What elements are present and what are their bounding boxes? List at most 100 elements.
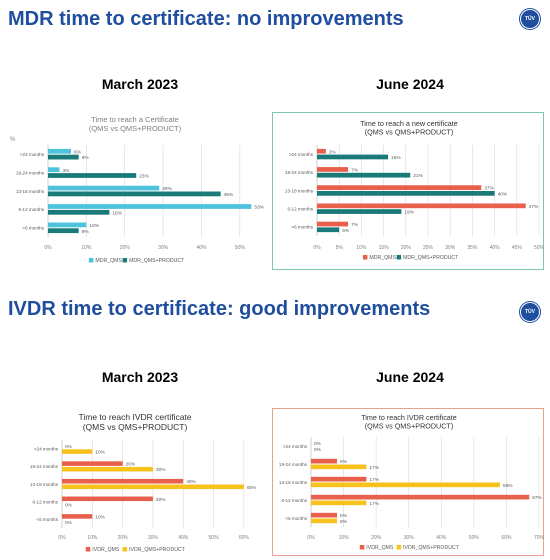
category-label: <6 months — [291, 225, 313, 230]
bar — [311, 464, 367, 470]
x-tick-label: 40% — [178, 535, 189, 541]
bar — [317, 148, 326, 154]
x-tick-label: 15% — [379, 245, 390, 251]
category-label: 19-24 months — [16, 170, 45, 175]
x-tick-label: 20% — [118, 535, 129, 541]
data-label: 21% — [413, 173, 423, 179]
chart-subtitle: (QMS vs QMS+PRODUCT) — [365, 422, 453, 431]
x-tick-label: 25% — [423, 245, 434, 251]
x-tick-label: 10% — [81, 245, 92, 251]
bar — [317, 191, 495, 196]
legend-swatch — [122, 258, 128, 263]
bar — [62, 478, 184, 484]
legend-label: MDR_QMS+PRODUCT — [403, 255, 459, 261]
chart-svg: Time to reach a Certificate(QMS vs QMS+P… — [10, 115, 265, 264]
data-label: 8% — [82, 229, 90, 235]
mdr-2024-chart: Time to reach a new certificate (QMS vs Q… — [272, 112, 545, 270]
bar — [48, 185, 160, 191]
x-tick-label: 0% — [58, 535, 66, 541]
ivdr-2023-chart: Time to reach IVDR certificate (QMS vs QM… — [4, 408, 266, 556]
legend-label: IVDR_QMS+PRODUCT — [403, 545, 460, 551]
x-tick-label: 20% — [401, 245, 412, 251]
bar — [317, 154, 389, 160]
data-label: 10% — [95, 450, 105, 456]
data-label: 30% — [156, 497, 166, 503]
category-label: 13-18 months — [279, 480, 308, 485]
bar — [62, 484, 244, 490]
data-label: 7% — [351, 222, 359, 228]
data-label: 0% — [65, 502, 73, 508]
mdr-section-title: MDR time to certificate: no improvements — [8, 8, 404, 30]
x-tick-label: 10% — [356, 245, 367, 251]
bar — [311, 482, 500, 488]
data-label: 0% — [314, 441, 322, 447]
data-label: 8% — [340, 459, 348, 465]
data-label: 17% — [369, 501, 379, 507]
x-tick-label: 50% — [534, 245, 545, 251]
category-label: 6-12 months — [281, 498, 307, 503]
chart-svg: Time to reach a new certificate(QMS vs Q… — [285, 119, 545, 261]
x-tick-label: 40% — [490, 245, 501, 251]
x-tick-label: 70% — [534, 535, 545, 541]
bar — [311, 512, 338, 518]
legend-swatch — [359, 545, 365, 550]
bar — [48, 154, 79, 160]
x-tick-label: 5% — [336, 245, 344, 251]
legend-label: IVDR_QMS+PRODUCT — [129, 547, 186, 553]
data-label: 8% — [82, 155, 90, 161]
legend-label: MDR_QMS+PRODUCT — [129, 258, 185, 264]
category-label: 19-24 months — [285, 170, 314, 175]
data-label: 8% — [340, 519, 348, 525]
bar — [48, 209, 110, 215]
x-tick-label: 50% — [209, 535, 220, 541]
data-label: 0% — [314, 447, 322, 453]
bar — [317, 203, 526, 209]
data-label: 0% — [65, 444, 73, 450]
category-label: 6-12 months — [32, 499, 58, 504]
legend-label: MDR_QMS — [95, 258, 122, 264]
bar — [317, 185, 482, 190]
x-tick-label: 20% — [371, 535, 382, 541]
bar — [48, 173, 137, 178]
data-label: 58% — [503, 483, 513, 489]
x-tick-label: 10% — [87, 535, 98, 541]
x-tick-label: 60% — [501, 535, 512, 541]
data-label: 40% — [186, 479, 196, 485]
x-tick-label: 40% — [196, 245, 207, 251]
category-label: 13-18 months — [285, 188, 314, 193]
bar — [317, 227, 340, 233]
bar — [62, 496, 153, 502]
bar — [48, 222, 87, 228]
x-tick-label: 50% — [469, 535, 480, 541]
legend-swatch — [88, 258, 94, 263]
category-label: >24 months — [20, 152, 45, 157]
legend-label: IVDR_QMS — [92, 547, 120, 553]
category-label: 19-24 months — [30, 464, 59, 469]
data-label: 3% — [63, 168, 71, 174]
x-tick-label: 35% — [467, 245, 478, 251]
data-label: 47% — [529, 204, 539, 210]
data-label: 8% — [340, 513, 348, 519]
bar — [317, 167, 349, 172]
data-label: 17% — [369, 477, 379, 483]
legend-label: IVDR_QMS — [366, 545, 394, 551]
bar — [62, 449, 93, 454]
legend-swatch — [362, 255, 368, 260]
bar — [62, 466, 153, 472]
data-label: 16% — [112, 210, 122, 216]
category-label: 19-24 months — [279, 462, 308, 467]
ivdr-2024-chart: Time to reach IVDR certificate (QMS vs QM… — [272, 408, 545, 556]
x-tick-label: 0% — [313, 245, 321, 251]
x-tick-label: 45% — [512, 245, 523, 251]
category-label: >24 months — [283, 444, 308, 449]
category-label: >24 months — [289, 152, 314, 157]
data-label: 10% — [89, 223, 99, 229]
bar — [48, 204, 252, 209]
data-label: 0% — [65, 520, 73, 526]
chart-subtitle: (QMS vs QMS+PRODUCT) — [365, 128, 453, 137]
ivdr-left-period: March 2023 — [101, 369, 179, 385]
bar — [48, 167, 60, 173]
data-label: 23% — [139, 174, 149, 180]
legend-label: MDR_QMS — [369, 255, 396, 261]
bar — [311, 476, 367, 482]
